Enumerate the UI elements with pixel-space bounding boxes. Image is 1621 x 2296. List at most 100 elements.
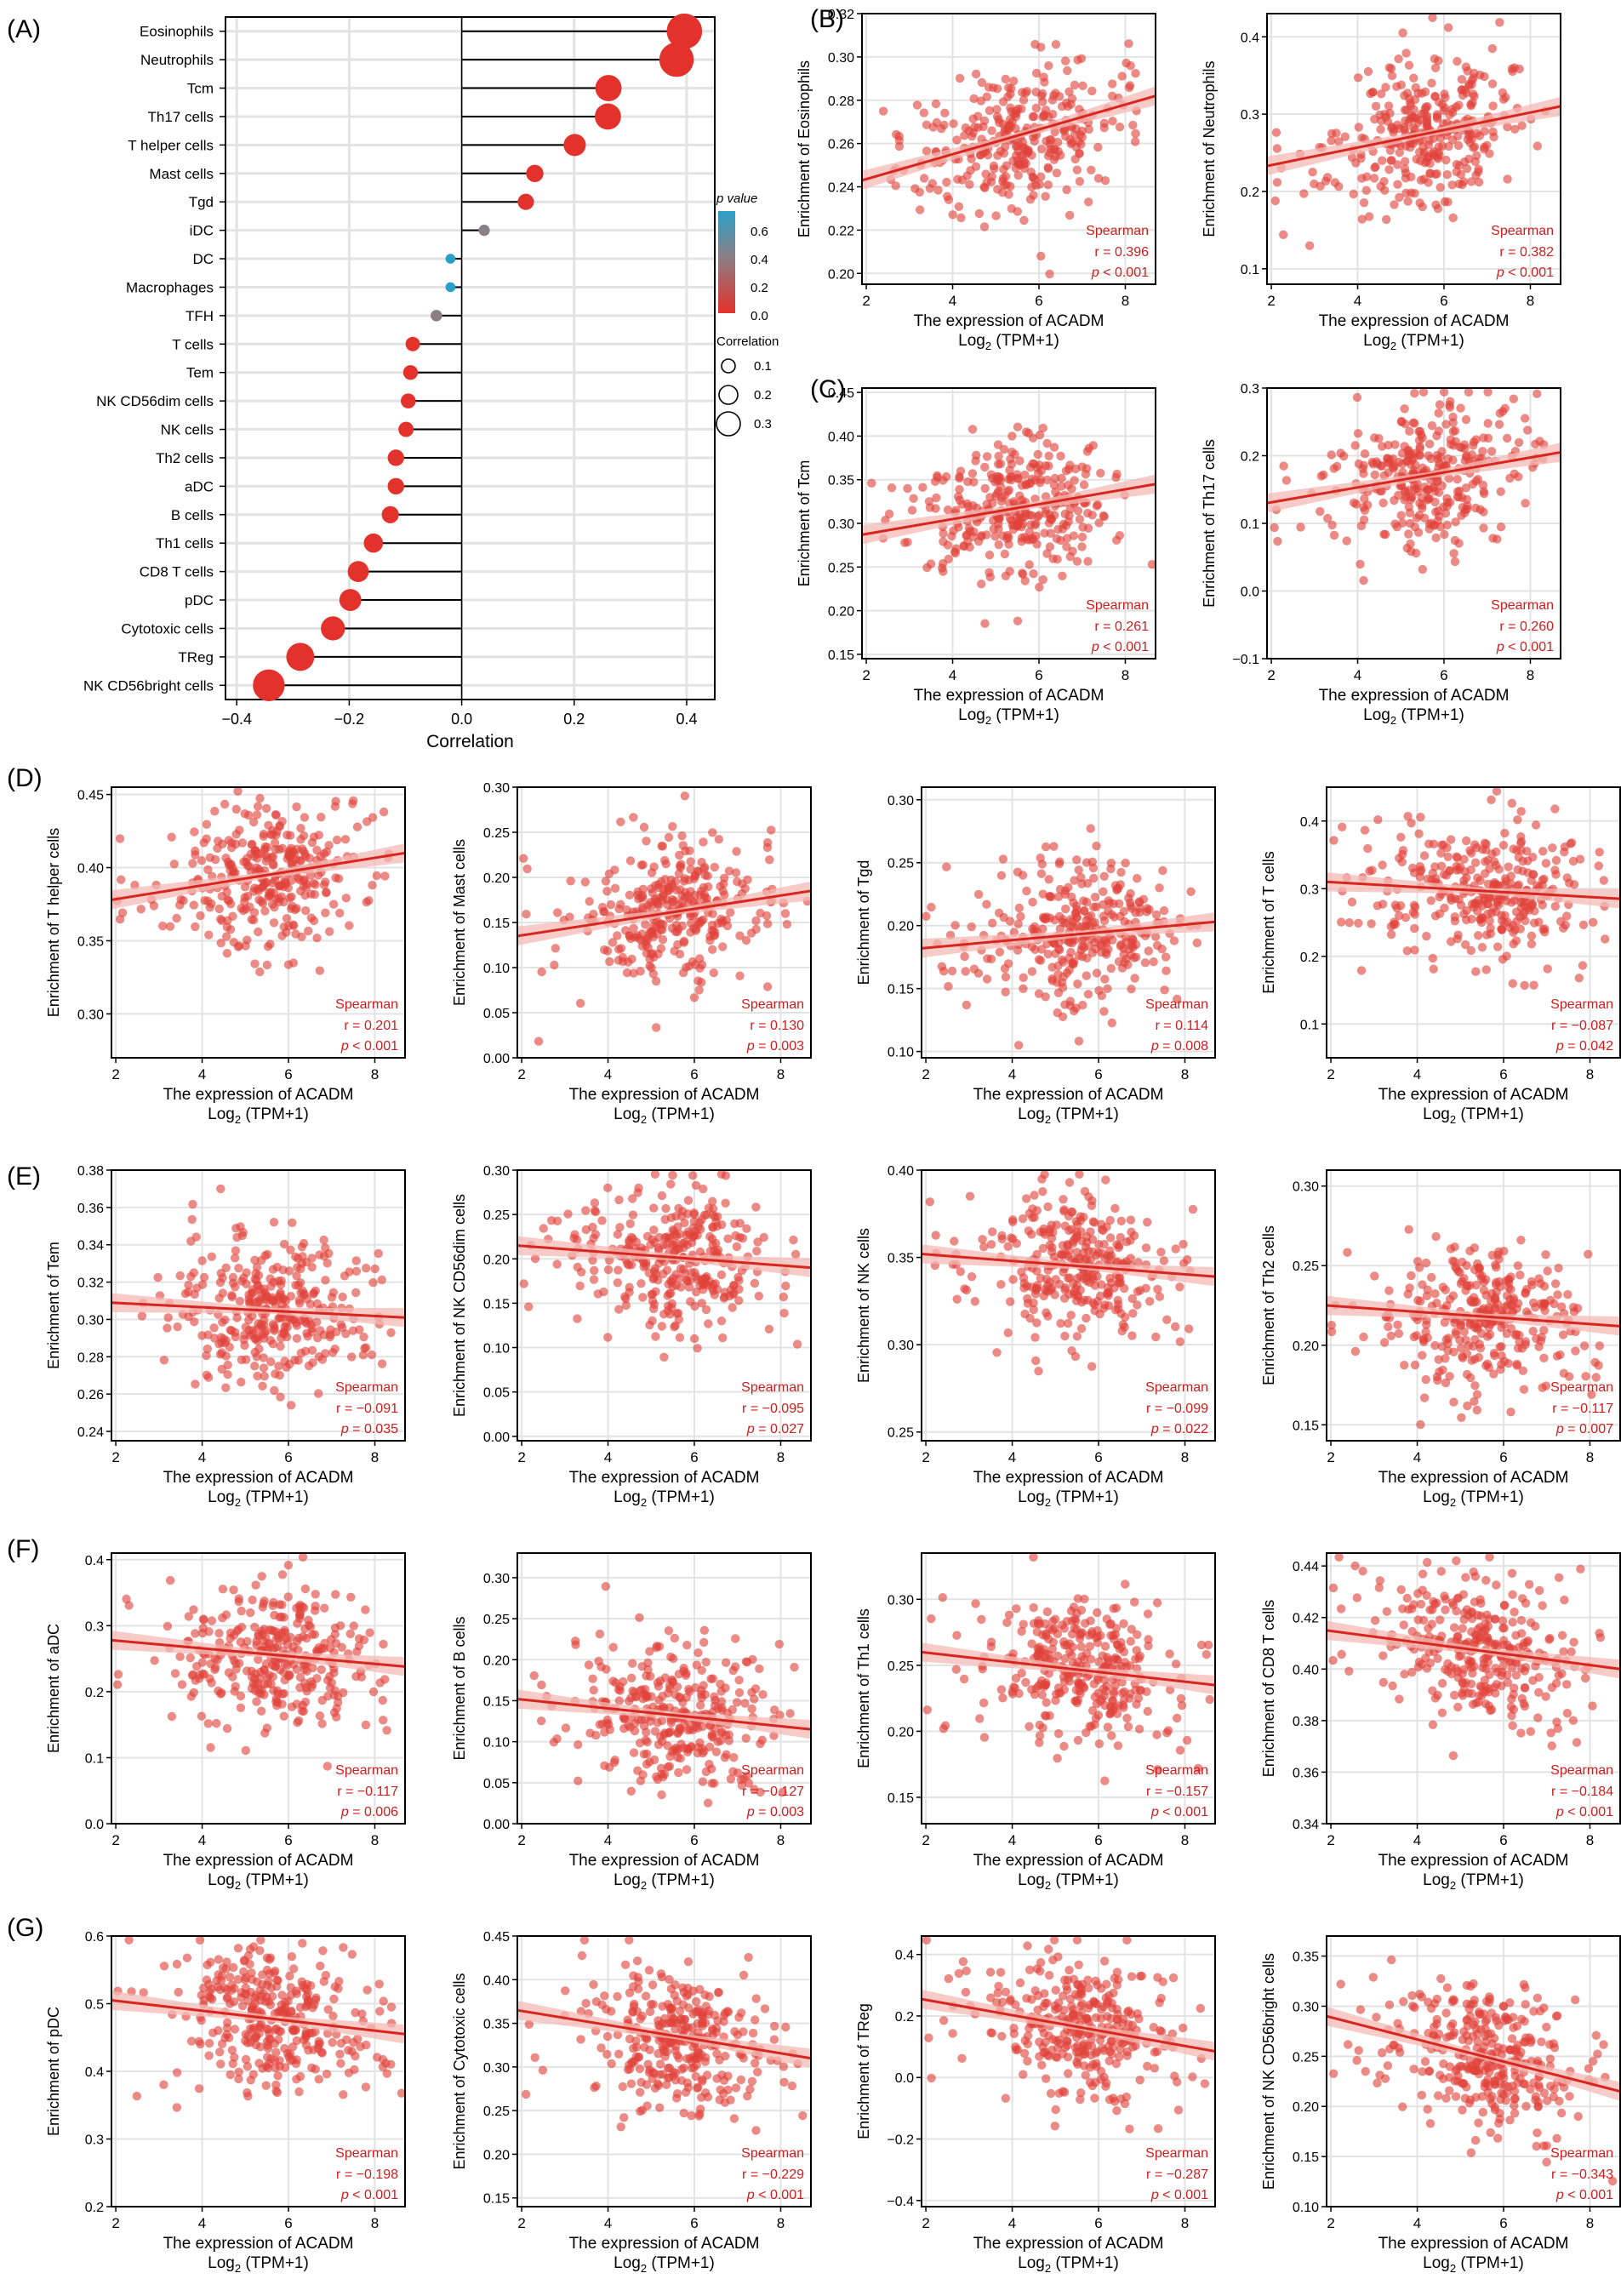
scatter-stat-title: Spearman <box>1491 598 1554 613</box>
scatter-point <box>1097 1280 1106 1289</box>
scatter-point <box>1565 878 1574 888</box>
scatter-point <box>1465 846 1475 855</box>
scatter-point <box>1489 1369 1498 1379</box>
scatter-point <box>1513 815 1522 825</box>
scatter-point <box>347 1352 357 1362</box>
scatter-point <box>359 1332 368 1342</box>
a-dot <box>478 225 490 237</box>
scatter-ytick-label: 0.25 <box>483 1208 510 1223</box>
scatter-xtick-label: 6 <box>1035 293 1042 309</box>
scatter-point <box>115 915 125 924</box>
scatter-point <box>251 1269 260 1278</box>
scatter-fit-line <box>1327 1304 1620 1328</box>
scatter-stat-p-italic: p <box>1091 266 1099 280</box>
scatter-stat-p-italic: p <box>1496 640 1504 654</box>
scatter-point <box>1353 429 1363 438</box>
scatter-point <box>918 483 928 492</box>
scatter-ytick-label: 0.26 <box>77 1388 104 1402</box>
scatter-point <box>1413 1295 1423 1305</box>
a-xtick-label: 0.0 <box>451 711 472 728</box>
scatter-point <box>1453 140 1464 151</box>
scatter-point <box>224 896 234 905</box>
scatter-point <box>1478 447 1487 456</box>
scatter-points <box>922 824 1202 1050</box>
scatter-point <box>1548 843 1557 853</box>
scatter-points <box>519 791 811 1046</box>
scatter-point <box>971 456 980 465</box>
scatter-point <box>1516 807 1526 816</box>
scatter-point <box>726 1285 736 1294</box>
scatter-point <box>546 1216 557 1225</box>
scatter-point <box>1128 935 1138 945</box>
scatter-point <box>1064 210 1075 220</box>
scatter-point <box>723 1234 733 1243</box>
scatter-fit-line <box>111 851 405 901</box>
scatter-point <box>1430 63 1441 73</box>
scatter-xlabel2-log: Log <box>208 1488 235 1506</box>
scatter-point <box>1378 442 1387 451</box>
scatter-point <box>664 832 674 842</box>
scatter-point <box>288 1218 297 1228</box>
scatter-point <box>1093 142 1103 152</box>
scatter-point <box>1579 1341 1590 1351</box>
scatter-point <box>304 1361 314 1371</box>
scatter-point <box>925 1197 935 1207</box>
scatter-point <box>281 1296 290 1305</box>
scatter-point <box>1364 212 1374 221</box>
scatter-point <box>1359 1332 1368 1342</box>
scatter-point <box>1465 1246 1475 1256</box>
scatter-point <box>310 1606 320 1615</box>
scatter-point <box>1090 1218 1099 1227</box>
scatter-point <box>728 1303 737 1312</box>
scatter-point <box>1410 419 1419 428</box>
scatter-point <box>203 1330 213 1339</box>
scatter-point <box>1040 1284 1050 1294</box>
scatter-point <box>988 918 997 928</box>
scatter-frame <box>861 13 1156 285</box>
a-dot <box>381 505 399 523</box>
scatter-ytick-label: 0.28 <box>828 94 854 109</box>
scatter-point <box>198 1614 208 1624</box>
scatter-point <box>1343 1248 1352 1257</box>
scatter-ytick-label: 0.28 <box>77 1351 104 1365</box>
scatter-point <box>1419 1393 1430 1402</box>
scatter-point <box>1069 1287 1079 1297</box>
scatter-point <box>1013 616 1023 625</box>
scatter-point <box>291 1252 300 1262</box>
scatter-point <box>1504 1283 1514 1293</box>
a-cell-label: CD8 T cells <box>140 564 214 580</box>
scatter-point <box>1378 900 1388 909</box>
scatter-stat-title: Spearman <box>1086 224 1149 238</box>
scatter-xlabel: The expression of ACADM <box>1378 1086 1569 1104</box>
scatter-point <box>1396 832 1406 842</box>
scatter-point <box>708 828 717 837</box>
scatter-point <box>312 1674 322 1683</box>
scatter-point <box>1550 901 1561 911</box>
scatter-point <box>989 161 999 171</box>
scatter-point <box>1395 192 1404 203</box>
scatter-stat-title: Spearman <box>741 997 804 1012</box>
scatter-point <box>952 135 962 145</box>
scatter-point <box>270 838 280 848</box>
scatter-point <box>925 503 935 512</box>
scatter-ytick-label: 0.24 <box>77 1425 104 1440</box>
scatter-point <box>563 1209 573 1219</box>
scatter-point <box>1394 1328 1404 1339</box>
scatter-point <box>1416 866 1425 877</box>
scatter-point <box>1460 85 1470 94</box>
scatter-point <box>996 1280 1006 1289</box>
scatter-point <box>1452 102 1461 111</box>
scatter-point <box>1481 1290 1491 1300</box>
scatter-point <box>1017 523 1026 532</box>
scatter-point <box>252 1697 261 1706</box>
scatter-point <box>1529 918 1539 928</box>
scatter-point <box>992 1348 1002 1357</box>
scatter-point <box>610 865 619 875</box>
scatter-point <box>1370 163 1379 173</box>
scatter-point <box>952 1294 962 1304</box>
scatter-point <box>1387 71 1397 81</box>
scatter-point <box>1083 990 1093 999</box>
scatter-point <box>1487 795 1496 804</box>
scatter-xlabel2-log: Log <box>1018 1105 1045 1123</box>
scatter-point <box>1036 172 1046 181</box>
